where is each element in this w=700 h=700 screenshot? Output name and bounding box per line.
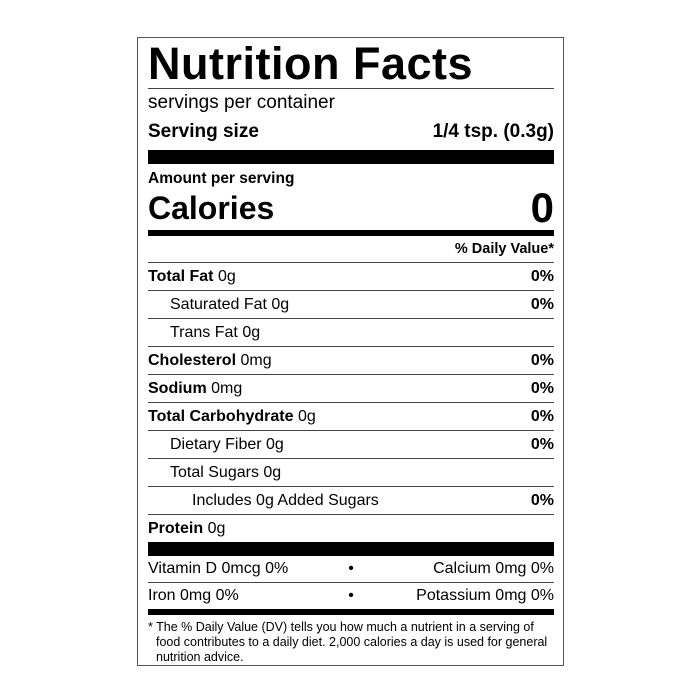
vitamin-right: Potassium 0mg 0% [416, 587, 554, 604]
medium-divider [148, 609, 554, 615]
nutrient-name-amount: Total Sugars 0g [170, 464, 281, 482]
nutrient-name: Total Carbohydrate [148, 407, 294, 425]
nutrient-row: Total Carbohydrate 0g 0% [148, 402, 554, 430]
nutrient-row: Saturated Fat 0g 0% [148, 290, 554, 318]
nutrient-amount: 0g [217, 267, 236, 285]
medium-divider [148, 230, 554, 236]
nutrient-daily-value: 0% [530, 379, 554, 397]
nutrient-name-amount: Saturated Fat 0g [170, 296, 289, 314]
nutrient-name: Protein [148, 519, 204, 537]
daily-value-header-text: % Daily Value* [454, 241, 554, 257]
calories-value: 0 [530, 184, 554, 231]
nutrient-daily-value: 0% [530, 407, 554, 425]
nutrient-row: Cholesterol 0mg 0% [148, 346, 554, 374]
nutrient-row: Total Sugars 0g [148, 458, 554, 486]
vitamin-left: Iron 0mg 0% [148, 587, 239, 604]
nutrient-row: Total Fat 0g 0% [148, 262, 554, 290]
daily-value-header: % Daily Value* [148, 236, 554, 262]
nutrient-name: Total Fat [148, 267, 214, 285]
vitamin-left: Vitamin D 0mcg 0% [148, 560, 289, 577]
thick-divider [148, 542, 554, 556]
nutrient-row: Dietary Fiber 0g 0% [148, 430, 554, 458]
nutrient-name: Includes 0g Added Sugars [192, 491, 379, 509]
nutrient-row: Protein 0g [148, 514, 554, 542]
nutrient-amount: 0g [297, 407, 316, 425]
nutrient-daily-value: 0% [530, 435, 554, 453]
nutrient-name-amount: Protein 0g [148, 520, 225, 538]
nutrient-row: Trans Fat 0g [148, 318, 554, 346]
vitamin-row: Vitamin D 0mcg 0% • Calcium 0mg 0% [148, 556, 554, 582]
nutrient-amount: 0g [207, 519, 226, 537]
vitamin-row: Iron 0mg 0% • Potassium 0mg 0% [148, 582, 554, 609]
nutrient-name: Trans Fat [170, 323, 238, 341]
nutrient-name: Cholesterol [148, 351, 237, 369]
nutrient-row: Sodium 0mg 0% [148, 374, 554, 402]
label-title: Nutrition Facts [148, 38, 474, 89]
nutrient-name: Saturated Fat [170, 295, 267, 313]
nutrient-daily-value: 0% [530, 267, 554, 285]
nutrient-name: Sodium [148, 379, 207, 397]
nutrient-amount: 0g [242, 323, 261, 341]
divider [148, 88, 554, 89]
nutrient-list: Total Fat 0g 0% Saturated Fat 0g 0% Trans Fa… [148, 262, 554, 542]
nutrient-amount: 0mg [211, 379, 243, 397]
nutrient-name-amount: Dietary Fiber 0g [170, 436, 284, 454]
nutrient-name-amount: Total Carbohydrate 0g [148, 408, 316, 426]
serving-size-label: Serving size [148, 121, 259, 142]
nutrient-name-amount: Includes 0g Added Sugars [192, 492, 379, 510]
vitamin-right: Calcium 0mg 0% [433, 560, 554, 577]
nutrient-amount: 0g [271, 295, 290, 313]
nutrition-facts-label: Nutrition Facts servings per container S… [137, 37, 564, 666]
bullet-separator: • [348, 560, 354, 577]
nutrient-name-amount: Cholesterol 0mg [148, 352, 272, 370]
nutrient-name-amount: Trans Fat 0g [170, 324, 260, 342]
servings-per-container: servings per container [148, 92, 335, 113]
nutrient-name: Dietary Fiber [170, 435, 262, 453]
nutrient-amount: 0g [266, 435, 284, 453]
amount-per-serving: Amount per serving [148, 170, 295, 187]
bullet-separator: • [348, 587, 354, 604]
nutrient-row: Includes 0g Added Sugars 0% [148, 486, 554, 514]
serving-size-value: 1/4 tsp. (0.3g) [432, 121, 554, 142]
nutrient-name-amount: Sodium 0mg [148, 380, 242, 398]
footnote: * The % Daily Value (DV) tells you how m… [148, 620, 548, 664]
nutrient-amount: 0mg [240, 351, 272, 369]
nutrient-name-amount: Total Fat 0g [148, 268, 236, 286]
vitamin-list: Vitamin D 0mcg 0% • Calcium 0mg 0% Iron 0mg… [148, 556, 554, 609]
calories-label: Calories [148, 189, 275, 226]
serving-size-row: Serving size 1/4 tsp. (0.3g) [148, 117, 554, 147]
nutrient-daily-value: 0% [530, 491, 554, 509]
calories-row: Calories 0 [148, 184, 554, 231]
nutrient-name: Total Sugars [170, 463, 259, 481]
thick-divider [148, 150, 554, 164]
nutrient-daily-value: 0% [530, 295, 554, 313]
nutrient-amount: 0g [263, 463, 282, 481]
nutrient-daily-value: 0% [530, 351, 554, 369]
